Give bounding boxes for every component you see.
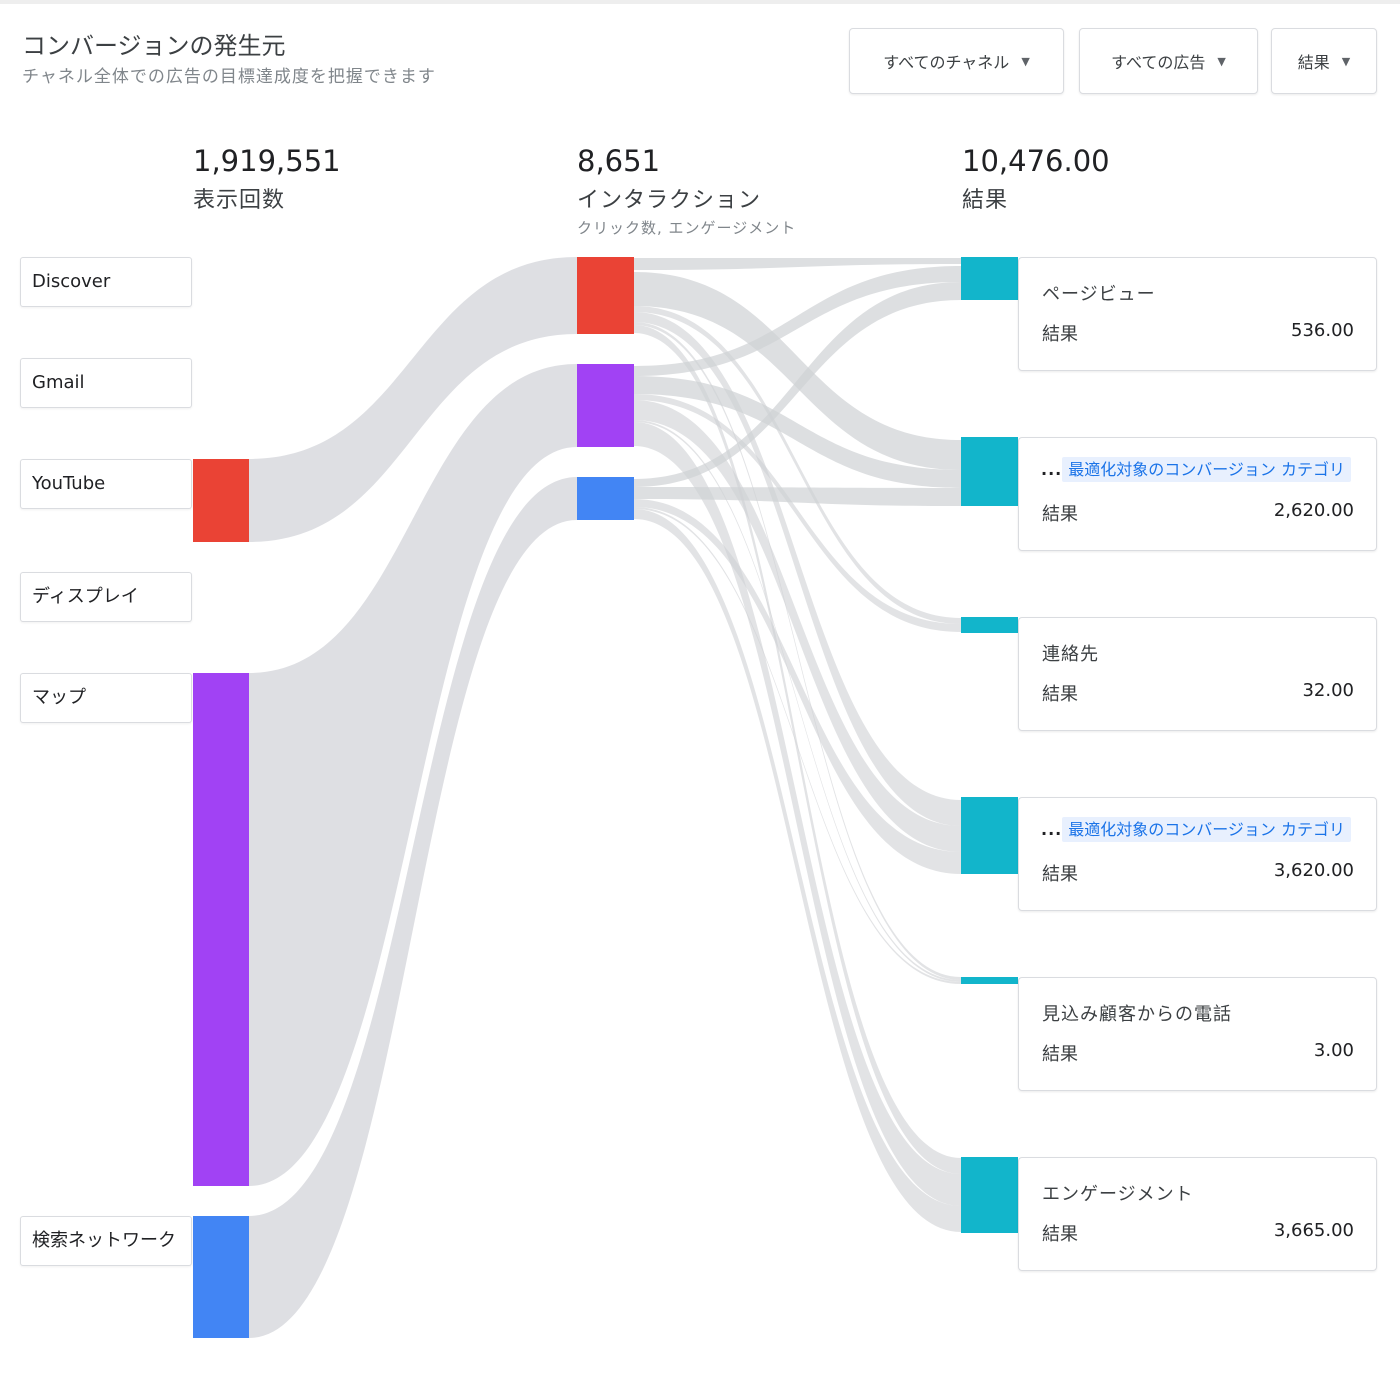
page-title: コンバージョンの発生元	[22, 32, 286, 60]
result-card-pageview[interactable]: ページビュー 結果 536.00	[1018, 257, 1377, 371]
page-subtitle: チャネル全体での広告の目標達成度を把握できます	[22, 67, 436, 87]
youtube-source-bar[interactable]	[193, 459, 249, 542]
result-label: 結果	[1042, 1224, 1078, 1245]
result-card-engagement[interactable]: エンゲージメント 結果 3,665.00	[1018, 1157, 1377, 1271]
flow-link[interactable]	[634, 312, 961, 826]
search-interaction-bar[interactable]	[577, 477, 634, 520]
truncation-prefix: ...	[1041, 460, 1063, 479]
flow-link[interactable]	[634, 266, 961, 376]
top-divider	[0, 0, 1400, 4]
results-total: 10,476.00	[962, 144, 1110, 178]
phone-call-result-bar[interactable]	[961, 977, 1018, 984]
flow-maps-to-interaction[interactable]	[249, 364, 577, 1186]
flow-search-to-interaction[interactable]	[249, 477, 577, 1338]
channel-filter-dropdown[interactable]: すべてのチャネル ▼	[849, 28, 1064, 94]
result-card-conversion-category-2[interactable]: ... 最適化対象のコンバージョン カテゴリ 結果 3,620.00	[1018, 797, 1377, 911]
result-card-contact[interactable]: 連絡先 結果 32.00	[1018, 617, 1377, 731]
source-nodes	[193, 459, 249, 1338]
interactions-total: 8,651	[577, 144, 661, 178]
flow-link[interactable]	[634, 322, 961, 980]
flow-link[interactable]	[634, 394, 961, 632]
source-search-network[interactable]: 検索ネットワーク	[20, 1216, 192, 1266]
result-card-phone-call[interactable]: 見込み顧客からの電話 結果 3.00	[1018, 977, 1377, 1091]
impressions-label: 表示回数	[193, 188, 286, 213]
flow-link[interactable]	[634, 376, 961, 488]
result-name: 連絡先	[1042, 644, 1099, 665]
maps-source-bar[interactable]	[193, 673, 249, 1186]
search-source-bar[interactable]	[193, 1216, 249, 1338]
conversion-category-link[interactable]: 最適化対象のコンバージョン カテゴリ	[1062, 457, 1352, 482]
interaction-nodes	[577, 257, 634, 520]
result-name: ... 最適化対象のコンバージョン カテゴリ	[1041, 816, 1352, 842]
flow-link[interactable]	[634, 487, 961, 506]
source-discover[interactable]: Discover	[20, 257, 192, 307]
result-label: 結果	[1042, 1044, 1078, 1065]
interactions-label: インタラクション	[577, 188, 762, 213]
caret-down-icon: ▼	[1021, 54, 1030, 68]
result-nodes	[961, 257, 1018, 1233]
flow-youtube-to-interaction[interactable]	[249, 257, 577, 542]
result-label: 結果	[1042, 504, 1078, 525]
flow-link[interactable]	[634, 499, 961, 874]
result-label: 結果	[1042, 864, 1078, 885]
result-label: 結果	[1042, 684, 1078, 705]
flow-link[interactable]	[634, 282, 961, 487]
maps-interaction-bar[interactable]	[577, 364, 634, 447]
ad-filter-dropdown[interactable]: すべての広告 ▼	[1079, 28, 1258, 94]
interactions-sublabel: クリック数, エンゲージメント	[577, 219, 797, 237]
contact-result-bar[interactable]	[961, 617, 1018, 633]
conversion-category-1-result-bar[interactable]	[961, 437, 1018, 506]
result-value: 536.00	[1291, 320, 1354, 341]
flow-link[interactable]	[634, 306, 961, 624]
result-name: エンゲージメント	[1042, 1184, 1194, 1205]
source-gmail[interactable]: Gmail	[20, 358, 192, 408]
result-name: 見込み顧客からの電話	[1042, 1004, 1232, 1025]
flow-link[interactable]	[634, 325, 961, 1174]
impressions-total: 1,919,551	[193, 144, 341, 178]
conversion-category-link[interactable]: 最適化対象のコンバージョン カテゴリ	[1062, 817, 1352, 842]
engagement-result-bar[interactable]	[961, 1157, 1018, 1233]
source-display[interactable]: ディスプレイ	[20, 572, 192, 622]
results-label: 結果	[962, 188, 1009, 213]
result-name: ... 最適化対象のコンバージョン カテゴリ	[1041, 456, 1352, 482]
caret-down-icon: ▼	[1217, 54, 1226, 68]
ad-filter-label: すべての広告	[1111, 53, 1206, 72]
flow-link[interactable]	[634, 422, 961, 1206]
flow-link[interactable]	[634, 400, 961, 852]
flow-link[interactable]	[634, 509, 961, 1232]
result-value: 32.00	[1302, 680, 1354, 701]
result-name: ページビュー	[1042, 284, 1156, 305]
result-label: 結果	[1042, 324, 1078, 345]
conversion-category-2-result-bar[interactable]	[961, 797, 1018, 874]
result-value: 2,620.00	[1273, 500, 1354, 521]
caret-down-icon: ▼	[1341, 54, 1351, 68]
flow-links	[249, 257, 961, 1338]
flow-link[interactable]	[634, 272, 961, 470]
metric-filter-dropdown[interactable]: 結果 ▼	[1271, 28, 1377, 94]
youtube-interaction-bar[interactable]	[577, 257, 634, 334]
truncation-prefix: ...	[1041, 820, 1063, 839]
pageview-result-bar[interactable]	[961, 257, 1018, 300]
source-youtube[interactable]: YouTube	[20, 459, 192, 509]
result-value: 3,665.00	[1273, 1220, 1354, 1241]
flow-link[interactable]	[634, 258, 961, 270]
result-value: 3.00	[1313, 1040, 1354, 1061]
source-maps[interactable]: マップ	[20, 673, 192, 723]
result-card-conversion-category-1[interactable]: ... 最適化対象のコンバージョン カテゴリ 結果 2,620.00	[1018, 437, 1377, 551]
metric-filter-label: 結果	[1297, 53, 1330, 72]
result-value: 3,620.00	[1273, 860, 1354, 881]
channel-filter-label: すべてのチャネル	[883, 53, 1010, 72]
